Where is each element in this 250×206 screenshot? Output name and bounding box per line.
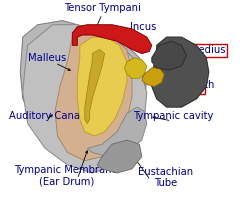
Text: Malleus: Malleus xyxy=(28,53,66,63)
Text: Tympanic cavity: Tympanic cavity xyxy=(132,110,212,121)
Text: Stapedius: Stapedius xyxy=(176,46,225,55)
Polygon shape xyxy=(97,140,141,173)
Text: Incus: Incus xyxy=(129,22,156,32)
Text: Tympanic Membrane
(Ear Drum): Tympanic Membrane (Ear Drum) xyxy=(14,165,118,186)
Polygon shape xyxy=(124,58,146,78)
Polygon shape xyxy=(20,21,146,169)
Polygon shape xyxy=(141,68,164,87)
Text: Tensor Tympani: Tensor Tympani xyxy=(64,3,140,13)
Polygon shape xyxy=(151,41,186,70)
Text: Labyrinth: Labyrinth xyxy=(166,80,213,90)
Polygon shape xyxy=(77,37,126,136)
Polygon shape xyxy=(55,33,132,161)
Polygon shape xyxy=(87,107,146,157)
Polygon shape xyxy=(72,25,151,54)
Polygon shape xyxy=(84,49,104,124)
Text: Eustachian
Tube: Eustachian Tube xyxy=(137,167,192,188)
Text: Stapes: Stapes xyxy=(168,83,202,92)
Polygon shape xyxy=(151,37,208,107)
Polygon shape xyxy=(23,25,146,173)
Text: Auditory Canal: Auditory Canal xyxy=(9,110,83,121)
